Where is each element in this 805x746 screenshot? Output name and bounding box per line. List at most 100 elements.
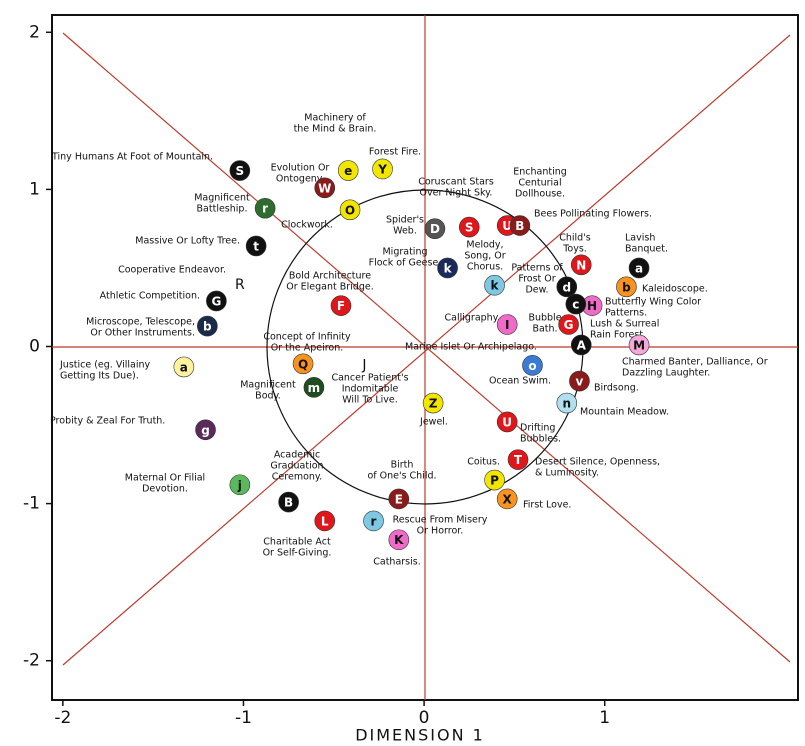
point-label: Frost Or [518, 274, 555, 285]
point-label: Catharsis. [373, 557, 421, 568]
point-label: Desert Silence, Openness, [535, 457, 660, 468]
point-label: Bath. [532, 324, 557, 335]
point-letter: L [321, 514, 329, 528]
point-label: Probity & Zeal For Truth. [50, 416, 165, 427]
point-letter: o [528, 359, 536, 373]
point-letter: G [564, 318, 574, 332]
point [229, 160, 251, 181]
point-letter: T [514, 453, 523, 467]
point-label: Chorus. [467, 262, 503, 273]
point-label: the Mind & Brain. [294, 124, 377, 135]
x-tick-label: 1 [599, 708, 610, 728]
point-label: Charitable Act [263, 537, 331, 548]
point [570, 334, 592, 356]
point-label: Massive Or Lofty Tree. [135, 236, 240, 247]
point-label: Kaleidoscope. [642, 284, 708, 295]
point-letter: S [465, 221, 474, 235]
point-label: Academic [274, 450, 320, 461]
point-label: Bold Architecture [289, 271, 371, 282]
x-tick-label: -1 [235, 708, 252, 728]
y-tick-label: 1 [29, 179, 40, 199]
point-letter: c [572, 298, 579, 312]
point-label: Migrating [382, 247, 427, 258]
point [628, 334, 650, 356]
point-label: Microscope, Telescope, [86, 317, 195, 328]
point-label: Jewel. [419, 417, 448, 428]
point-label: Web. [393, 226, 417, 237]
point [484, 274, 505, 296]
point-label: Child's [559, 233, 591, 244]
point-label: Indomitable [342, 384, 399, 395]
point-letter: D [430, 222, 440, 236]
point-label: Body. [255, 391, 281, 402]
y-tick-label: 2 [29, 22, 40, 42]
point-label: Butterfly Wing Color [605, 297, 701, 308]
point [314, 510, 336, 532]
point [569, 370, 590, 392]
point [458, 216, 480, 238]
point-label: Athletic Competition. [100, 291, 200, 302]
point-label: Or the Apeiron. [271, 343, 344, 354]
point-label: Dollhouse. [515, 189, 565, 200]
point [422, 392, 444, 414]
diagonal-line [62, 34, 791, 666]
point-label: Maternal Or Filial [125, 473, 205, 484]
point-label: Or Other Instruments. [90, 328, 195, 339]
point [565, 293, 587, 315]
point [570, 254, 592, 276]
point-label: Song, Or [464, 251, 505, 262]
point-letter: X [503, 492, 513, 506]
point-letter: m [308, 381, 321, 395]
point-label: Birdsong. [594, 383, 639, 394]
point-label: Calligraphy. [445, 313, 500, 324]
x-axis-label: DIMENSION 1 [355, 726, 485, 745]
point-letter: O [345, 203, 355, 217]
point-label: Clockwork. [281, 220, 333, 231]
point [628, 257, 650, 279]
point-letter: S [236, 164, 245, 178]
point [245, 235, 267, 257]
x-tick-label: -2 [54, 708, 71, 728]
point-letter: E [395, 492, 403, 506]
point-label: Machinery of [304, 113, 366, 124]
point [197, 315, 218, 337]
point [424, 218, 446, 239]
point-letter: d [562, 280, 571, 294]
point-label: of One's Child. [367, 471, 436, 482]
point-label: Birth [391, 460, 414, 471]
point-label: Getting Its Due). [60, 371, 139, 382]
point-label: Coitus. [467, 457, 500, 468]
point-label: Ceremony. [272, 472, 322, 483]
point-label: Flock of Geese. [369, 258, 442, 269]
point [507, 449, 529, 470]
x-tick-label: 0 [419, 708, 430, 728]
point-letter: t [253, 239, 259, 253]
point-label: Toys. [562, 244, 587, 255]
point-label: Patterns of [511, 263, 563, 274]
point-letter: g [201, 423, 210, 437]
point-letter: B [284, 496, 293, 510]
point-label: First Love. [523, 500, 571, 511]
point-letter: H [587, 299, 597, 313]
point-label: Cooperative Endeavor. [118, 265, 226, 276]
point-letter: Z [429, 397, 438, 411]
point-label: Marine Islet Or Archipelago. [405, 342, 537, 353]
point-letter: r [371, 514, 377, 528]
point-letter: A [577, 338, 587, 352]
point-label: Justice (eg. Villainy [59, 360, 151, 371]
point-label: Over Night Sky. [420, 188, 493, 199]
point-label: Charmed Banter, Dalliance, Or [622, 357, 768, 368]
point-label: Bees Pollinating Flowers. [534, 209, 652, 220]
point-label: Dew. [525, 285, 548, 296]
point-letter: K [394, 533, 404, 547]
point-label: & Luminosity. [535, 468, 599, 479]
point-letter: b [203, 320, 212, 334]
point-label: Magnificent [194, 193, 250, 204]
point-letter: P [490, 474, 499, 488]
point-letter: e [344, 164, 352, 178]
point [616, 276, 637, 298]
y-tick-label: 0 [29, 337, 40, 357]
y-tick-label: -2 [23, 651, 40, 671]
point-letter: a [180, 360, 188, 374]
